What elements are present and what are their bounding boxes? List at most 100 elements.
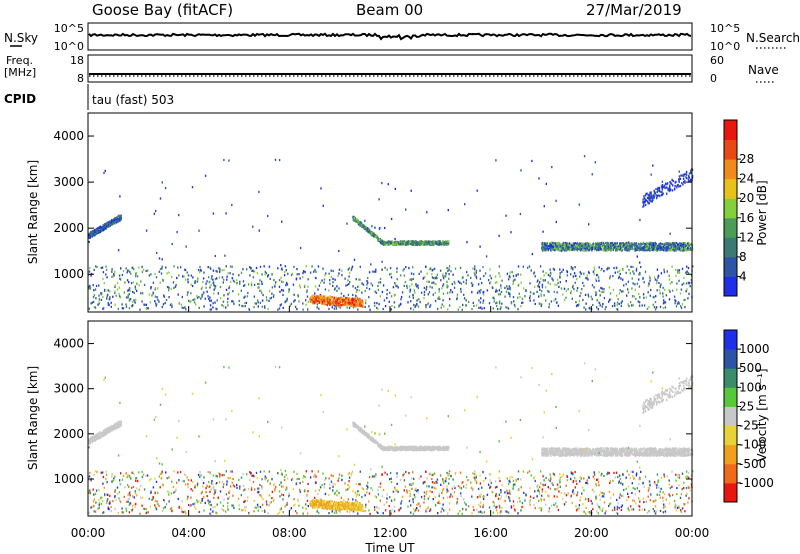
power-cell xyxy=(393,294,396,297)
power-cell xyxy=(102,224,104,227)
power-cell xyxy=(239,280,241,283)
power-cell xyxy=(97,227,99,230)
power-cell xyxy=(662,292,664,295)
power-cell xyxy=(224,254,226,257)
power-cell xyxy=(377,307,379,310)
power-cell xyxy=(214,254,216,258)
velocity-scatter-cells xyxy=(88,362,694,515)
cpid-text: tau (fast) 503 xyxy=(92,93,174,107)
power-cell xyxy=(90,302,92,305)
power-cell xyxy=(201,286,204,289)
velocity-cell xyxy=(420,496,423,499)
velocity-cell xyxy=(489,485,492,488)
nave-label: Nave xyxy=(748,63,779,77)
power-cell xyxy=(218,276,221,279)
velocity-cell xyxy=(634,493,636,496)
power-cell xyxy=(580,272,582,275)
power-cell xyxy=(618,302,620,305)
power-cell xyxy=(161,258,163,261)
power-cell xyxy=(152,293,154,296)
power-cell xyxy=(355,218,357,221)
power-cell xyxy=(398,305,400,308)
power-cell xyxy=(298,300,300,303)
power-cell xyxy=(423,243,426,246)
power-cell xyxy=(212,269,215,272)
velocity-cell xyxy=(325,477,327,480)
power-cell xyxy=(322,302,324,306)
power-cell xyxy=(322,204,324,207)
power-cell xyxy=(118,286,121,289)
power-cell xyxy=(587,246,589,249)
power-cell xyxy=(337,298,340,301)
velocity-cell xyxy=(183,480,185,483)
power-cell xyxy=(281,220,283,223)
power-cell xyxy=(549,275,551,278)
power-cell xyxy=(277,308,279,311)
velocity-cell xyxy=(509,480,511,483)
power-cell xyxy=(544,279,546,282)
velocity-cell xyxy=(571,502,573,505)
velocity-cell xyxy=(510,506,513,509)
velocity-cell xyxy=(386,473,388,476)
power-cell xyxy=(576,304,579,307)
velocity-cell xyxy=(154,504,156,507)
velocity-cell xyxy=(442,480,444,483)
velocity-cell xyxy=(524,499,526,502)
power-cell xyxy=(231,203,233,207)
velocity-cell xyxy=(643,508,646,511)
power-cell xyxy=(647,193,649,196)
power-cell xyxy=(595,245,597,248)
velocity-cell xyxy=(676,493,678,496)
power-cell xyxy=(457,308,459,311)
power-cell xyxy=(645,296,648,299)
velocity-cell xyxy=(404,485,407,488)
power-cell xyxy=(287,272,289,275)
velocity-cell xyxy=(538,506,541,509)
power-cell xyxy=(531,159,533,162)
power-cell xyxy=(328,296,330,299)
velocity-cell xyxy=(595,496,597,499)
power-cell xyxy=(344,277,346,280)
power-cell xyxy=(639,218,641,222)
power-cell xyxy=(656,282,658,285)
power-cell xyxy=(368,271,371,274)
velocity-cell xyxy=(467,505,470,508)
power-cell xyxy=(574,274,577,277)
power-cell xyxy=(618,247,620,250)
power-cell xyxy=(550,249,552,252)
velocity-cell xyxy=(559,479,561,482)
power-cell xyxy=(97,230,99,234)
power-cell xyxy=(643,204,645,207)
power-cell xyxy=(340,296,342,299)
power-cell xyxy=(666,242,668,245)
velocity-cell xyxy=(454,472,457,475)
power-cell xyxy=(350,301,352,304)
power-cell xyxy=(656,289,658,292)
power-cell xyxy=(129,298,131,301)
power-cell xyxy=(685,172,687,176)
velocity-cell xyxy=(627,507,629,510)
power-cell xyxy=(579,247,582,251)
power-cell xyxy=(258,229,260,232)
velocity-cell xyxy=(109,494,111,497)
power-cell xyxy=(575,305,578,308)
velocity-cell xyxy=(295,482,298,485)
power-cell xyxy=(442,273,444,276)
power-cell xyxy=(131,266,134,269)
power-cell xyxy=(618,243,621,246)
power-cell xyxy=(666,186,668,189)
power-cell xyxy=(626,242,628,245)
power-cell xyxy=(384,240,386,243)
power-cell xyxy=(492,286,494,289)
velocity-cell xyxy=(225,493,228,496)
power-cell xyxy=(498,234,500,237)
power-cell xyxy=(622,278,624,281)
velocity-cell xyxy=(271,497,273,500)
power-cell xyxy=(499,293,501,296)
velocity-cell xyxy=(366,484,368,487)
power-cell xyxy=(447,240,449,243)
power-cell xyxy=(108,303,110,306)
power-cell xyxy=(383,299,386,302)
power-cell xyxy=(416,299,418,302)
velocity-cell xyxy=(473,508,475,512)
